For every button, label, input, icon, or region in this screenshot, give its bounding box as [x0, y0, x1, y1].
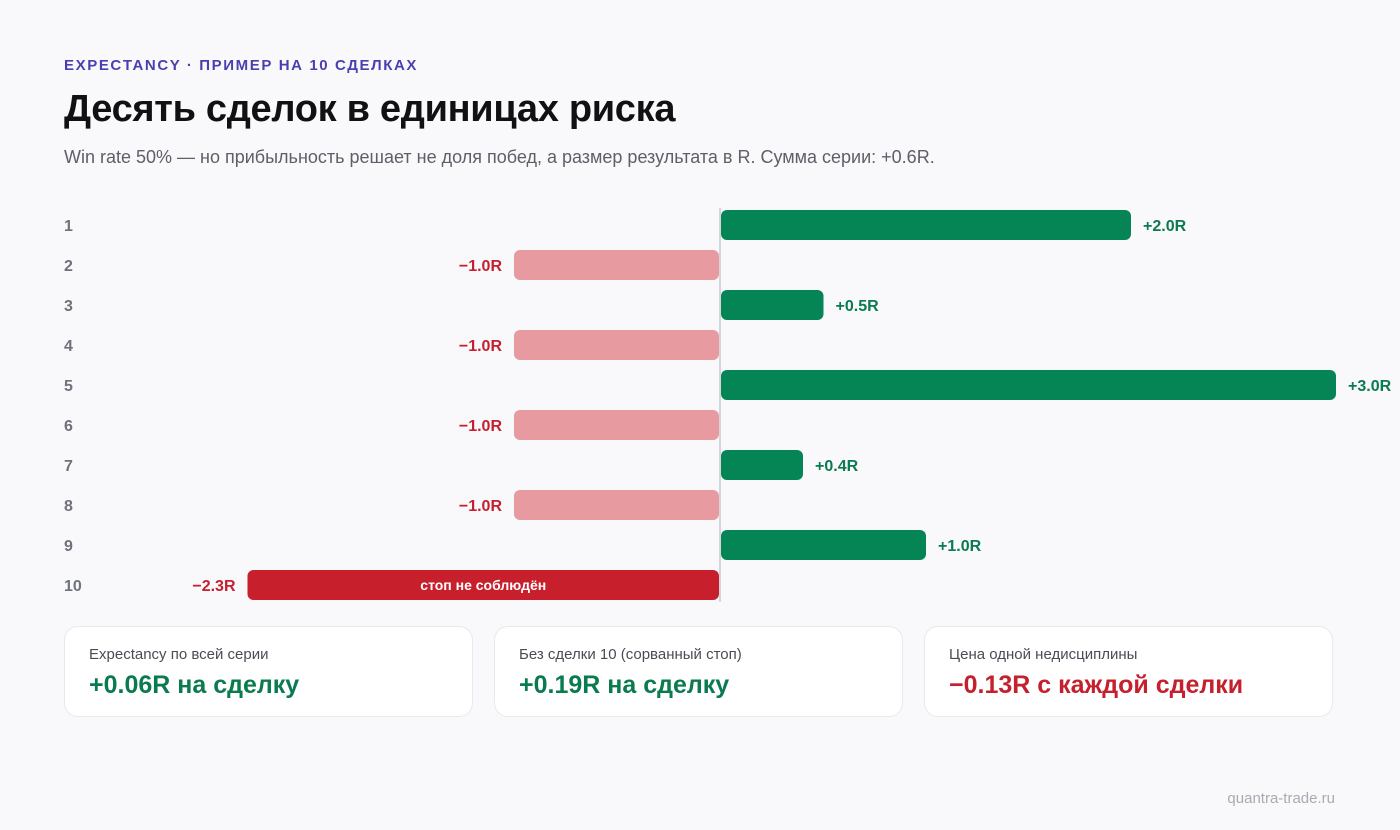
row-label: 5	[64, 378, 73, 395]
value-label: −1.0R	[459, 418, 503, 435]
card-expectancy-without-10: Без сделки 10 (сорванный стоп) +0.19R на…	[494, 626, 903, 717]
row-label: 1	[64, 218, 73, 235]
card-indiscipline-cost: Цена одной недисциплины −0.13R с каждой …	[924, 626, 1333, 717]
page-subtitle: Win rate 50% — но прибыльность решает не…	[64, 147, 935, 167]
card-value: −0.13R с каждой сделки	[949, 671, 1244, 699]
row-label: 4	[64, 338, 73, 355]
loss-bar	[514, 330, 719, 360]
card-label: Цена одной недисциплины	[949, 646, 1138, 663]
row-label: 9	[64, 538, 73, 555]
card-value: +0.19R на сделку	[519, 671, 730, 699]
win-bar	[721, 370, 1336, 400]
value-label: −2.3R	[192, 578, 236, 595]
loss-bar	[514, 490, 719, 520]
row-label: 6	[64, 418, 73, 435]
value-label: +3.0R	[1348, 378, 1392, 395]
loss-bar	[514, 250, 719, 280]
row-label: 10	[64, 578, 82, 595]
win-bar	[721, 530, 926, 560]
value-label: +2.0R	[1143, 218, 1187, 235]
win-bar	[721, 210, 1131, 240]
value-label: −1.0R	[459, 258, 503, 275]
summary-cards: Expectancy по всей серии +0.06R на сделк…	[64, 626, 1333, 717]
page-title: Десять сделок в единицах риска	[64, 88, 676, 130]
row-label: 7	[64, 458, 73, 475]
value-label: +0.5R	[836, 298, 880, 315]
bar-annotation: стоп не соблюдён	[420, 577, 546, 593]
win-bar	[721, 450, 803, 480]
value-label: +1.0R	[938, 538, 982, 555]
loss-bar	[247, 570, 719, 600]
eyebrow-label: EXPECTANCY · ПРИМЕР НА 10 СДЕЛКАХ	[64, 57, 419, 74]
card-value: +0.06R на сделку	[89, 671, 300, 699]
row-label: 3	[64, 298, 73, 315]
row-label: 2	[64, 258, 73, 275]
value-label: −1.0R	[459, 498, 503, 515]
value-label: −1.0R	[459, 338, 503, 355]
win-bar	[721, 290, 824, 320]
loss-bar	[514, 410, 719, 440]
trades-bar-chart: 1 +2.0R 2 −1.0R 3 +0.5R 4 −1.0R 5 +3.0R 6 −1.0R 7 +0.…	[64, 208, 1392, 602]
value-label: +0.4R	[815, 458, 859, 475]
card-expectancy-total: Expectancy по всей серии +0.06R на сделк…	[64, 626, 473, 717]
card-label: Без сделки 10 (сорванный стоп)	[519, 646, 742, 663]
footer-site: quantra-trade.ru	[1227, 790, 1335, 807]
row-label: 8	[64, 498, 73, 515]
card-label: Expectancy по всей серии	[89, 646, 269, 663]
